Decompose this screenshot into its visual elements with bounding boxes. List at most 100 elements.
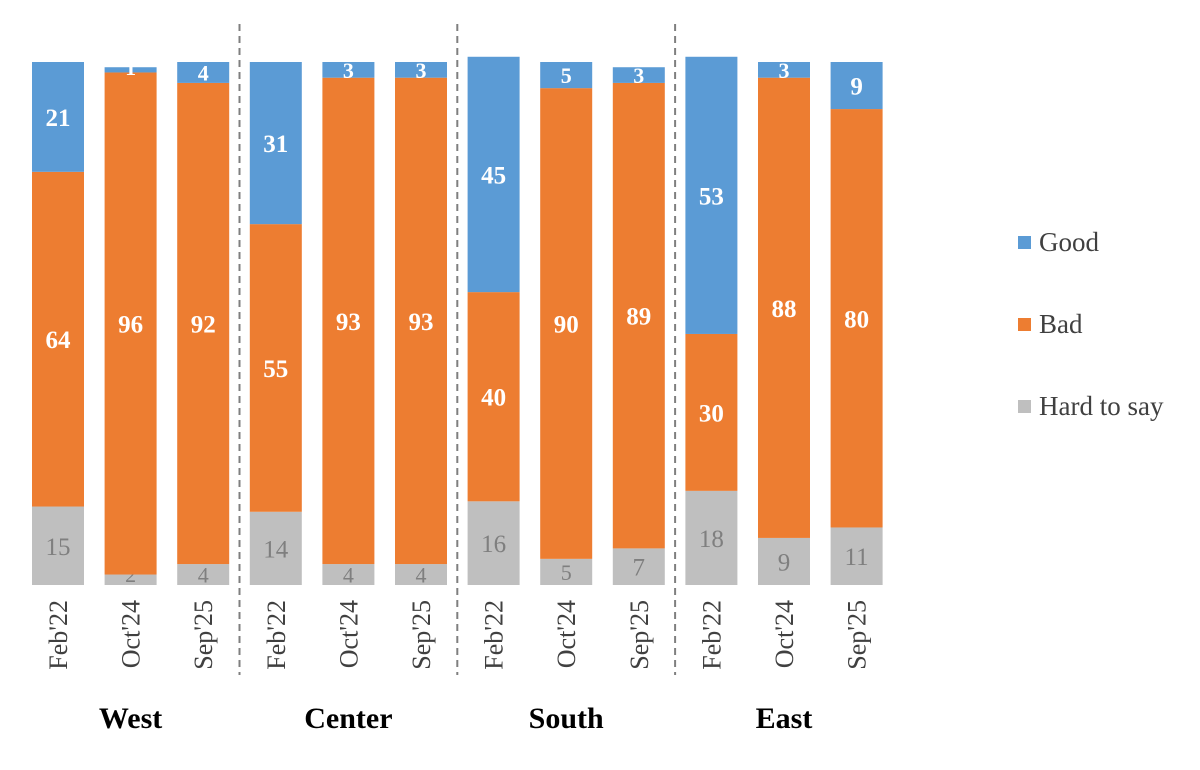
group-label-west: West <box>99 702 162 735</box>
bar-center-sep-25-good <box>395 62 447 78</box>
bar-west-sep-25-hard-to-say <box>177 564 230 585</box>
bar-west-sep-25-good-label: 4 <box>198 60 209 85</box>
bar-south-oct-24-hard-to-say-label: 5 <box>561 560 572 585</box>
bar-south-oct-24-good <box>540 62 593 89</box>
bar-south-sep-25-hard-to-say-label: 7 <box>633 555 646 582</box>
bar-east-oct-24-hard-to-say-label: 9 <box>778 549 791 576</box>
tick-label-center-feb-22: Feb'22 <box>262 600 291 670</box>
bar-west-oct-24-bad-label: 96 <box>118 312 143 339</box>
bar-south-oct-24-bad <box>540 88 593 559</box>
bar-east-feb-22-hard-to-say-label: 18 <box>699 526 724 553</box>
bar-south-feb-22-hard-to-say-label: 16 <box>481 531 506 558</box>
bar-west-sep-25-bad-label: 92 <box>191 312 216 339</box>
bar-west-sep-25-bad <box>177 82 230 565</box>
bar-west-sep-25-good <box>177 62 230 83</box>
legend-item-good: Good <box>1018 222 1163 262</box>
legend-item-hard-to-say: Hard to say <box>1018 386 1163 426</box>
legend-swatch-good <box>1018 235 1031 249</box>
bar-south-sep-25-bad <box>612 82 665 549</box>
bar-west-feb-22-bad-label: 64 <box>46 327 72 354</box>
tick-label-center-oct-24: Oct'24 <box>334 600 363 668</box>
bar-east-sep-25-good <box>830 62 883 110</box>
bar-south-feb-22-hard-to-say <box>467 501 520 585</box>
legend-swatch-hard-to-say <box>1018 399 1031 413</box>
bar-south-oct-24-good-label: 5 <box>561 63 572 88</box>
bar-east-oct-24-hard-to-say <box>758 537 810 585</box>
bar-west-feb-22-good <box>32 62 84 172</box>
tick-label-south-oct-24: Oct'24 <box>552 600 581 668</box>
group-label-center: Center <box>304 702 392 735</box>
bar-center-sep-25-bad <box>395 77 447 565</box>
bar-south-sep-25-bad-label: 89 <box>626 304 651 331</box>
legend-label-bad: Bad <box>1039 308 1083 339</box>
bar-east-feb-22-good <box>685 56 738 334</box>
bar-south-sep-25-good-label: 3 <box>633 63 644 88</box>
legend-label-good: Good <box>1039 226 1099 257</box>
bar-east-feb-22-hard-to-say <box>685 490 738 585</box>
bar-south-oct-24-hard-to-say <box>540 558 593 585</box>
bar-center-oct-24-good-label: 3 <box>343 58 354 83</box>
bar-center-sep-25-good-label: 3 <box>416 58 427 83</box>
tick-label-south-sep-25: Sep'25 <box>625 600 654 670</box>
legend-swatch-bad <box>1018 317 1031 331</box>
bar-south-oct-24-bad-label: 90 <box>554 312 579 339</box>
bar-center-oct-24-bad <box>322 77 375 565</box>
bar-south-feb-22-bad-label: 40 <box>481 385 506 412</box>
tick-label-east-sep-25: Sep'25 <box>843 600 872 670</box>
bar-west-oct-24-good <box>104 67 157 73</box>
tick-label-west-sep-25: Sep'25 <box>189 600 218 670</box>
bar-east-feb-22-good-label: 53 <box>699 183 724 210</box>
bar-west-feb-22-good-label: 21 <box>46 105 71 132</box>
bar-east-oct-24-good <box>758 62 810 78</box>
bar-center-feb-22-hard-to-say <box>249 511 302 585</box>
legend-label-hard-to-say: Hard to say <box>1039 390 1164 421</box>
bar-center-oct-24-hard-to-say-label: 4 <box>343 562 354 587</box>
bar-center-oct-24-bad-label: 93 <box>336 309 361 336</box>
bar-south-sep-25-hard-to-say <box>612 548 665 585</box>
bar-south-feb-22-good <box>467 56 520 293</box>
bar-east-sep-25-bad <box>830 109 883 528</box>
group-label-east: East <box>756 702 813 735</box>
bar-center-oct-24-hard-to-say <box>322 564 375 585</box>
tick-label-south-feb-22: Feb'22 <box>480 600 509 670</box>
group-label-south: South <box>529 702 604 735</box>
bar-west-oct-24-hard-to-say-label: 2 <box>125 562 136 587</box>
tick-label-west-oct-24: Oct'24 <box>117 600 146 668</box>
bar-south-feb-22-good-label: 45 <box>481 162 506 189</box>
bar-east-feb-22-bad-label: 30 <box>699 400 724 427</box>
bar-center-feb-22-bad <box>249 224 302 512</box>
bar-center-feb-22-good-label: 31 <box>263 131 288 158</box>
bar-west-feb-22-hard-to-say <box>32 506 84 585</box>
bar-east-sep-25-bad-label: 80 <box>844 306 869 333</box>
bar-east-sep-25-good-label: 9 <box>850 74 863 101</box>
tick-label-west-feb-22: Feb'22 <box>44 600 73 670</box>
bar-south-feb-22-bad <box>467 292 520 502</box>
bar-center-feb-22-good <box>249 62 302 225</box>
bar-center-feb-22-bad-label: 55 <box>263 356 288 383</box>
bar-east-feb-22-bad <box>685 333 738 491</box>
bar-west-feb-22-hard-to-say-label: 15 <box>46 534 71 561</box>
tick-label-center-sep-25: Sep'25 <box>407 600 436 670</box>
legend: Good Bad Hard to say <box>1018 222 1163 468</box>
bar-west-feb-22-bad <box>32 171 84 507</box>
bar-center-sep-25-hard-to-say <box>395 564 447 585</box>
bar-south-sep-25-good <box>612 67 665 83</box>
bar-center-oct-24-good <box>322 62 375 78</box>
bar-west-sep-25-hard-to-say-label: 4 <box>198 562 209 587</box>
bar-center-sep-25-hard-to-say-label: 4 <box>416 562 427 587</box>
legend-item-bad: Bad <box>1018 304 1163 344</box>
bar-east-oct-24-good-label: 3 <box>779 58 790 83</box>
bar-east-oct-24-bad-label: 88 <box>772 296 797 323</box>
bar-center-sep-25-bad-label: 93 <box>409 309 434 336</box>
bar-east-sep-25-hard-to-say-label: 11 <box>845 544 869 571</box>
tick-label-east-feb-22: Feb'22 <box>697 600 726 670</box>
bar-center-feb-22-hard-to-say-label: 14 <box>263 536 289 563</box>
bar-west-oct-24-good-label: 1 <box>125 55 136 80</box>
tick-label-east-oct-24: Oct'24 <box>770 600 799 668</box>
bar-east-oct-24-bad <box>758 77 810 538</box>
bar-west-oct-24-hard-to-say <box>104 574 157 585</box>
bar-west-oct-24-bad <box>104 72 157 575</box>
bar-east-sep-25-hard-to-say <box>830 527 883 585</box>
